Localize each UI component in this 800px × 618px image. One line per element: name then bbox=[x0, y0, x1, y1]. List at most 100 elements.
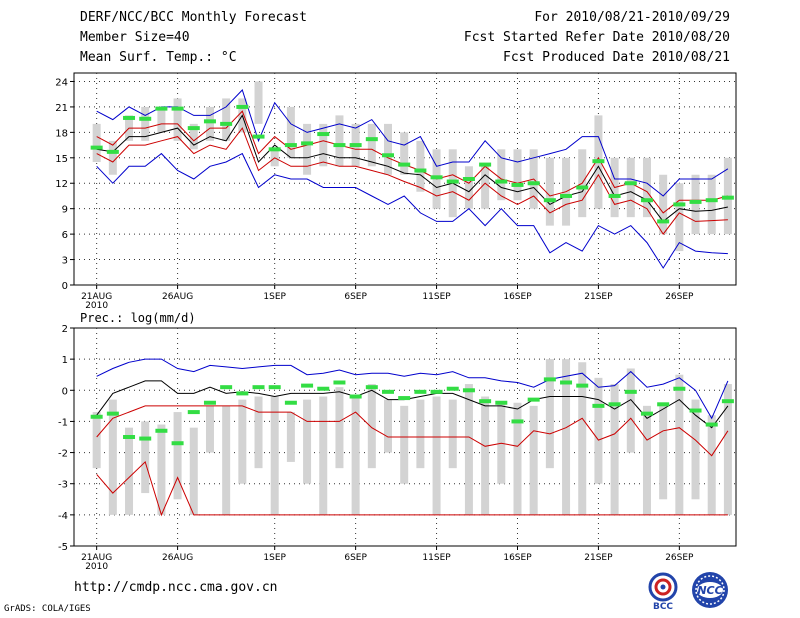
x-tick-label: 1SEP bbox=[263, 553, 286, 563]
x-tick-label: 1SEP bbox=[263, 292, 286, 302]
ensemble-median-line bbox=[96, 380, 729, 429]
x-tick-label: 21AUG bbox=[81, 553, 112, 563]
obs-marker bbox=[479, 162, 492, 167]
x-tick-label: 26AUG bbox=[162, 553, 193, 563]
y-tick-label: 21 bbox=[55, 103, 68, 114]
obs-marker bbox=[139, 116, 152, 121]
obs-marker bbox=[284, 400, 297, 405]
obs-marker bbox=[155, 428, 168, 433]
ensemble-box bbox=[367, 384, 376, 469]
obs-marker bbox=[527, 181, 540, 186]
obs-marker bbox=[187, 410, 200, 415]
y-tick-label: -5 bbox=[58, 542, 68, 553]
ensemble-box bbox=[157, 106, 166, 133]
ensemble-box bbox=[400, 405, 409, 484]
obs-marker bbox=[220, 385, 233, 390]
grads-credit: GrADS: COLA/IGES bbox=[4, 604, 91, 614]
ensemble-box bbox=[205, 106, 214, 141]
ensemble-box bbox=[125, 427, 134, 515]
ensemble-box bbox=[691, 399, 700, 500]
obs-marker bbox=[430, 389, 443, 394]
obs-marker bbox=[657, 402, 670, 407]
obs-marker bbox=[414, 389, 427, 394]
obs-marker bbox=[446, 386, 459, 391]
obs-marker bbox=[495, 400, 508, 405]
x-tick-label: 16SEP bbox=[503, 553, 532, 563]
obs-marker bbox=[462, 177, 475, 181]
obs-marker bbox=[333, 380, 346, 385]
ensemble-box bbox=[222, 98, 231, 141]
ensemble-box bbox=[497, 149, 506, 201]
ensemble-box bbox=[481, 396, 490, 515]
obs-marker bbox=[90, 145, 103, 150]
ensemble-box bbox=[723, 384, 732, 515]
obs-marker bbox=[640, 198, 653, 203]
obs-marker bbox=[284, 143, 297, 148]
ensemble-box bbox=[92, 412, 101, 469]
y-tick-label: 6 bbox=[62, 230, 68, 241]
ncc-logo-text: NCC bbox=[697, 584, 722, 597]
ensemble-box bbox=[286, 106, 295, 158]
obs-marker bbox=[365, 137, 378, 142]
ensemble-box bbox=[189, 427, 198, 515]
obs-marker bbox=[495, 179, 508, 184]
ensemble-box bbox=[108, 140, 117, 175]
inner-band-high-line bbox=[96, 110, 729, 214]
obs-marker bbox=[657, 219, 670, 224]
ensemble-box bbox=[545, 157, 554, 226]
y-tick-label: 24 bbox=[55, 77, 68, 88]
ensemble-box bbox=[335, 115, 344, 167]
obs-marker bbox=[398, 396, 411, 401]
ensemble-box bbox=[384, 399, 393, 453]
obs-marker bbox=[689, 408, 702, 413]
y-tick-label: 1 bbox=[62, 355, 68, 366]
y-tick-label: 2 bbox=[62, 324, 68, 335]
obs-marker bbox=[705, 422, 718, 427]
member-size: Member Size=40 bbox=[80, 30, 190, 45]
y-tick-label: -2 bbox=[58, 449, 68, 460]
outer-band-high-line bbox=[96, 89, 729, 197]
obs-marker bbox=[301, 383, 314, 388]
ensemble-box bbox=[205, 405, 214, 453]
footer-url[interactable]: http://cmdp.ncc.cma.gov.cn bbox=[74, 580, 278, 595]
inner-band-mid-line bbox=[96, 405, 729, 457]
obs-marker bbox=[624, 389, 637, 394]
obs-marker bbox=[608, 402, 621, 407]
obs-marker bbox=[155, 106, 168, 111]
obs-marker bbox=[446, 179, 459, 184]
plot-frame-1 bbox=[73, 327, 737, 547]
obs-marker bbox=[689, 199, 702, 204]
obs-marker bbox=[414, 168, 427, 173]
obs-marker bbox=[382, 153, 395, 158]
obs-marker bbox=[203, 119, 216, 124]
ensemble-box bbox=[562, 359, 571, 515]
x-tick-label: 21SEP bbox=[584, 553, 613, 563]
ensemble-box bbox=[303, 123, 312, 175]
y-tick-label: 9 bbox=[62, 205, 68, 216]
panel-title: Prec.: log(mm/d) bbox=[80, 311, 196, 325]
obs-marker bbox=[382, 389, 395, 394]
obs-marker bbox=[511, 419, 524, 424]
obs-marker bbox=[576, 185, 589, 190]
ensemble-box bbox=[416, 140, 425, 192]
ensemble-box bbox=[222, 405, 231, 515]
obs-marker bbox=[123, 435, 136, 439]
y-tick-label: 12 bbox=[55, 179, 68, 190]
y-tick-label: 0 bbox=[62, 386, 68, 397]
obs-marker bbox=[220, 121, 233, 126]
obs-marker bbox=[673, 386, 686, 391]
outer-band-low-line bbox=[96, 152, 728, 269]
obs-marker bbox=[333, 143, 346, 148]
ensemble-box bbox=[432, 396, 441, 515]
ensemble-box bbox=[286, 412, 295, 462]
forecast-period: For 2010/08/21-2010/09/29 bbox=[534, 10, 730, 25]
x-tick-label: 26SEP bbox=[665, 553, 694, 563]
ensemble-box bbox=[529, 405, 538, 515]
ensemble-box bbox=[400, 132, 409, 175]
obs-marker bbox=[268, 147, 281, 152]
inner-band-low-line bbox=[96, 127, 728, 235]
variable-label: Mean Surf. Temp.: °C bbox=[80, 50, 237, 65]
outer-band-high-line bbox=[96, 358, 729, 420]
ensemble-box bbox=[594, 377, 603, 484]
obs-marker bbox=[560, 193, 573, 198]
